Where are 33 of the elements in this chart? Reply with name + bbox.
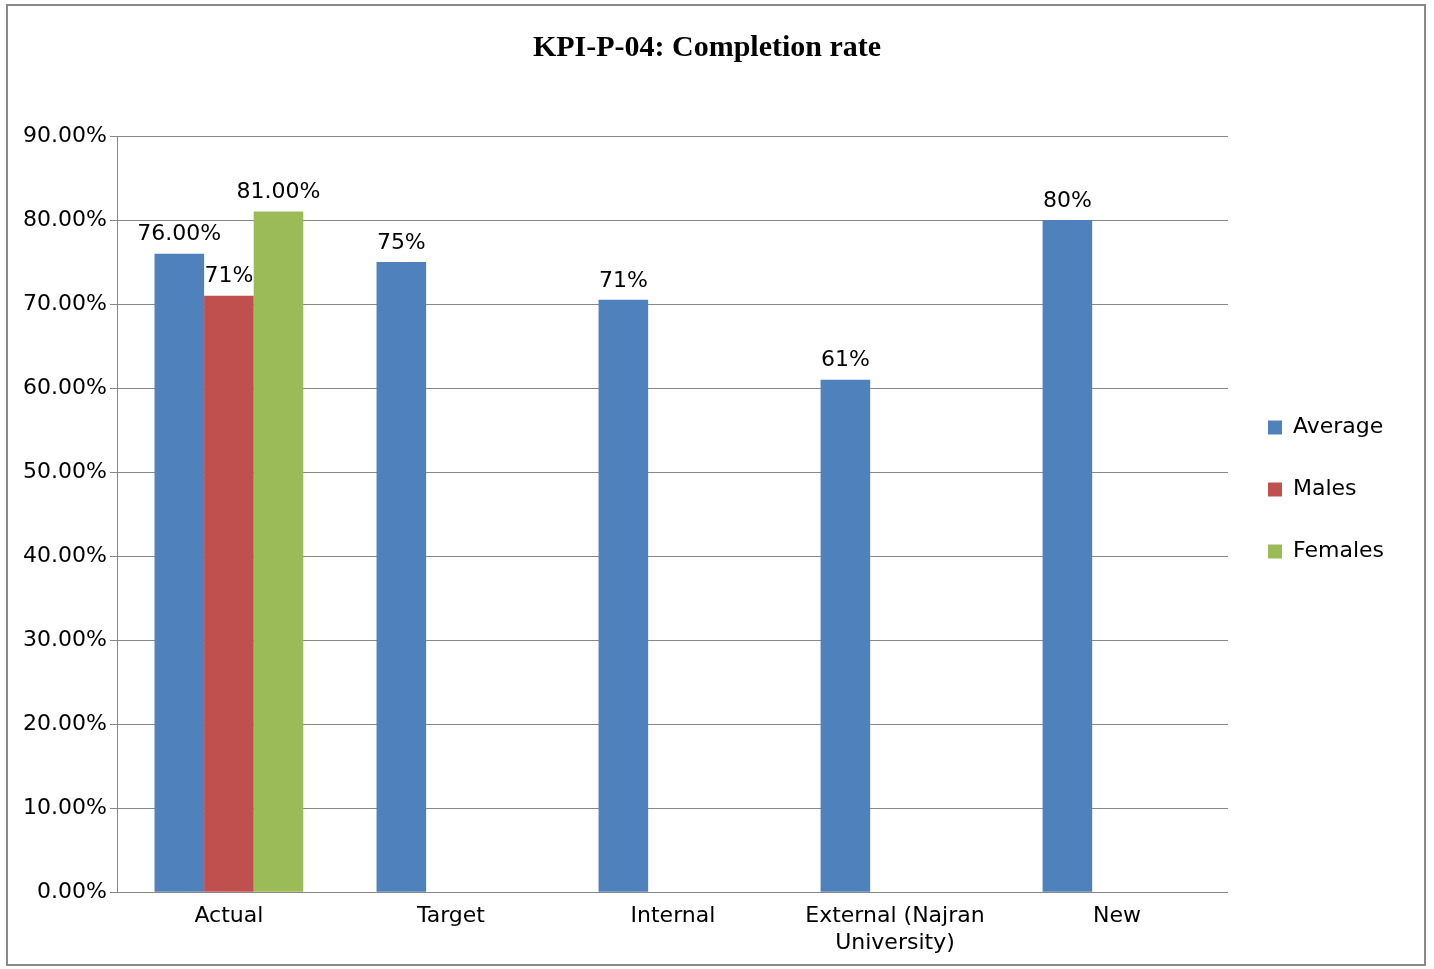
y-tick-label: 40.00% [23,541,107,567]
y-tick-label: 60.00% [23,373,107,399]
bar [820,379,871,892]
x-tick-label: External (Najran University) [805,902,985,954]
y-tick-label: 70.00% [23,289,107,315]
data-label: 76.00% [137,220,222,246]
x-tick-label: Target [415,902,486,928]
x-tick-label: Internal [630,902,716,928]
bar [253,211,304,892]
bar [154,253,205,892]
bar [1042,220,1093,892]
legend-label: Females [1292,537,1385,563]
bar [598,299,649,892]
y-tick-label: 10.00% [23,793,107,819]
x-tick-label: New [1092,902,1141,928]
y-tick-label: 80.00% [23,205,107,231]
y-tick-label: 20.00% [23,709,107,735]
data-label: 71% [204,262,254,288]
data-label: 61% [820,346,870,372]
data-label: 80% [1042,186,1092,212]
data-label: 75% [376,228,426,254]
data-label: 81.00% [236,178,321,204]
x-tick-label: Actual [194,902,264,928]
y-tick-label: 30.00% [23,625,107,651]
chart-title: KPI-P-04: Completion rate [532,28,882,62]
y-tick-label: 50.00% [23,457,107,483]
bar [376,262,427,892]
y-tick-label: 90.00% [23,121,107,147]
legend-label: Males [1292,475,1357,501]
bar [204,295,254,892]
data-label: 71% [598,266,648,292]
legend-label: Average [1292,413,1384,439]
y-tick-label: 0.00% [37,877,107,903]
